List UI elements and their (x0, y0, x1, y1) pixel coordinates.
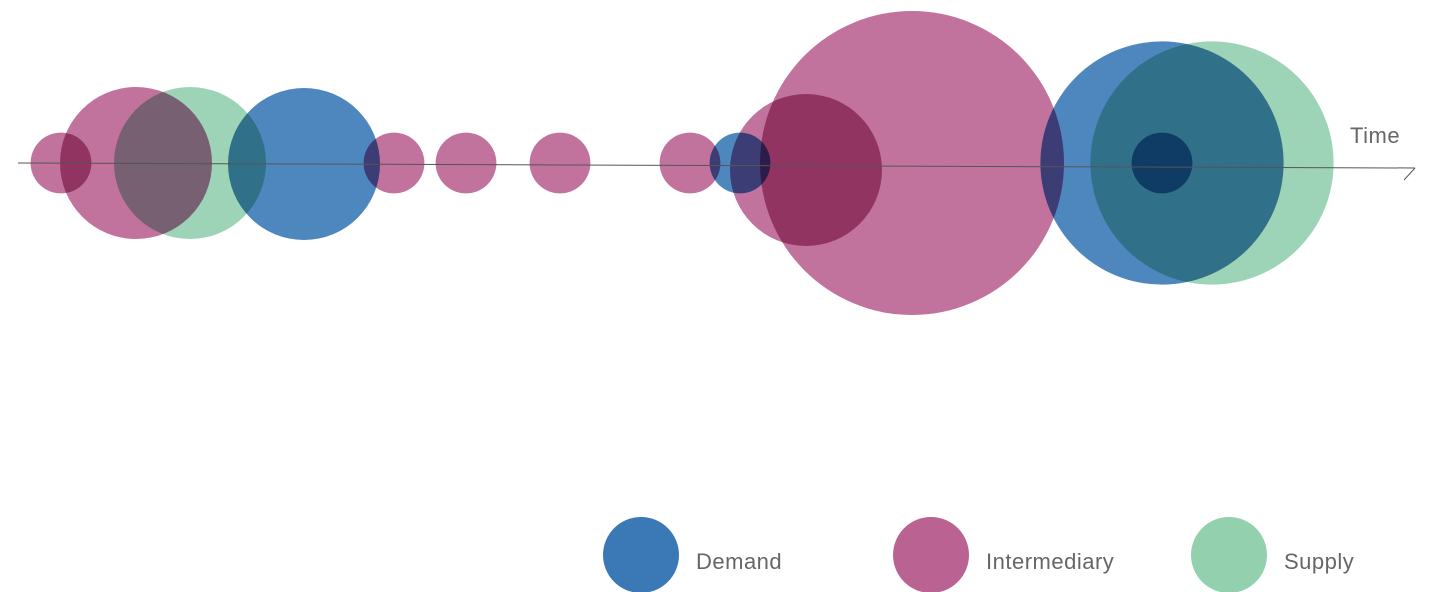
legend: Demand Intermediary Supply (603, 517, 1354, 592)
time-axis-arrowhead (1403, 167, 1416, 181)
time-axis: Time (17, 123, 1416, 181)
legend-label-supply: Supply (1284, 549, 1354, 574)
legend-swatch-supply (1191, 517, 1267, 592)
intermediary-bubble-4 (529, 132, 591, 194)
intermediary-bubble-5 (659, 132, 721, 194)
intermediary-bubble-7 (760, 11, 1064, 315)
legend-label-intermediary: Intermediary (986, 549, 1114, 574)
legend-swatch-intermediary (893, 517, 969, 592)
legend-swatch-demand (603, 517, 679, 592)
time-axis-line (17, 162, 1416, 169)
demand-bubble-3 (1131, 132, 1193, 194)
intermediary-bubble-2 (363, 132, 425, 194)
intermediary-bubble-3 (435, 132, 497, 194)
time-axis-label: Time (1350, 123, 1400, 148)
legend-label-demand: Demand (696, 549, 782, 574)
bubble-layer (30, 11, 1334, 315)
